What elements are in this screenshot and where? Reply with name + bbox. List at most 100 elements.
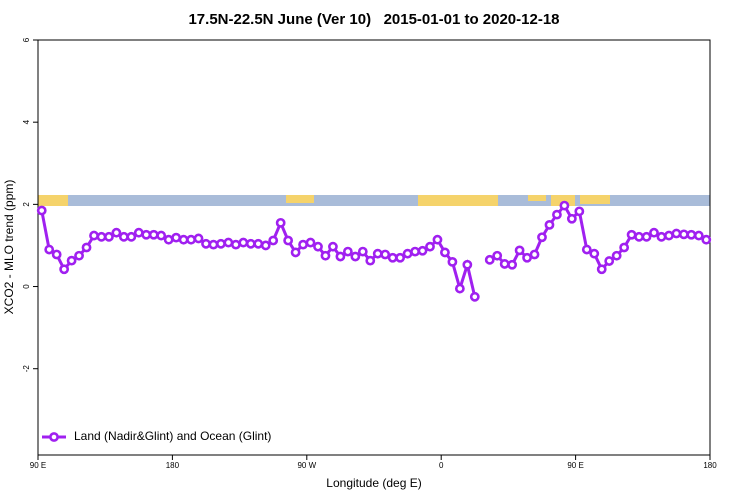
data-point bbox=[522, 252, 532, 263]
data-point bbox=[238, 237, 249, 248]
data-point bbox=[156, 230, 167, 241]
x-tick-label: 90 W bbox=[297, 461, 316, 470]
data-point bbox=[89, 230, 99, 241]
data-point bbox=[126, 231, 137, 242]
data-point bbox=[701, 234, 712, 245]
data-point bbox=[499, 259, 510, 269]
x-tick-label: 90 E bbox=[567, 461, 583, 470]
data-point bbox=[201, 238, 211, 249]
data-point bbox=[313, 241, 323, 252]
data-point bbox=[656, 231, 667, 242]
legend-label: Land (Nadir&Glint) and Ocean (Glint) bbox=[74, 429, 271, 443]
data-point bbox=[432, 234, 443, 245]
data-point bbox=[410, 246, 420, 257]
data-point bbox=[537, 232, 547, 243]
data-point bbox=[686, 229, 697, 240]
data-point bbox=[544, 220, 555, 230]
y-tick-label: 6 bbox=[22, 37, 31, 42]
data-point bbox=[462, 259, 473, 270]
chart-title: 17.5N-22.5N June (Ver 10) 2015-01-01 to … bbox=[188, 11, 559, 28]
data-point bbox=[372, 248, 383, 259]
data-point bbox=[260, 240, 271, 251]
data-point bbox=[649, 227, 659, 238]
data-point bbox=[425, 241, 435, 252]
data-point bbox=[81, 242, 92, 253]
data-point bbox=[469, 291, 480, 302]
data-point bbox=[59, 264, 70, 275]
data-point bbox=[163, 234, 174, 245]
land-ocean-strip bbox=[38, 195, 710, 206]
data-point bbox=[223, 237, 234, 248]
data-point bbox=[693, 230, 704, 241]
plot-frame bbox=[37, 39, 711, 456]
data-point bbox=[305, 237, 316, 248]
data-point bbox=[335, 251, 346, 262]
data-point bbox=[245, 238, 256, 249]
data-point bbox=[574, 206, 585, 217]
data-point bbox=[566, 213, 577, 224]
legend-marker bbox=[49, 432, 59, 442]
data-point bbox=[141, 229, 152, 240]
data-point bbox=[380, 249, 391, 260]
data-point bbox=[559, 200, 570, 211]
data-point bbox=[148, 229, 159, 240]
data-point bbox=[208, 239, 219, 250]
data-point bbox=[230, 239, 241, 250]
data-point bbox=[298, 239, 308, 250]
data-point bbox=[596, 264, 607, 275]
data-point bbox=[133, 227, 144, 238]
data-point bbox=[395, 252, 406, 263]
data-point bbox=[283, 235, 294, 246]
data-point bbox=[440, 247, 450, 258]
data-point bbox=[365, 255, 376, 266]
data-point bbox=[96, 231, 107, 242]
y-tick-label: 0 bbox=[22, 284, 31, 289]
data-point bbox=[275, 217, 286, 228]
data-point bbox=[619, 242, 630, 253]
data-point bbox=[387, 252, 398, 263]
data-point bbox=[171, 232, 182, 243]
data-point bbox=[671, 228, 682, 239]
data-point bbox=[290, 247, 301, 258]
y-tick-label: 4 bbox=[22, 119, 31, 124]
data-point bbox=[402, 248, 413, 259]
data-point bbox=[678, 229, 689, 240]
data-point bbox=[664, 230, 674, 241]
data-point bbox=[447, 256, 458, 267]
data-point bbox=[634, 231, 644, 242]
data-point bbox=[589, 248, 600, 259]
data-point bbox=[357, 246, 368, 257]
data-point bbox=[484, 254, 495, 265]
x-tick-label: 180 bbox=[703, 461, 717, 470]
data-point bbox=[641, 231, 652, 242]
data-point bbox=[342, 246, 353, 257]
data-point bbox=[581, 244, 592, 255]
data-point bbox=[417, 245, 428, 256]
data-point bbox=[66, 255, 77, 266]
data-point bbox=[104, 231, 114, 242]
data-point bbox=[178, 234, 189, 245]
data-point bbox=[111, 227, 122, 238]
data-point bbox=[328, 241, 338, 252]
x-tick-label: 90 E bbox=[30, 461, 46, 470]
y-axis-label: XCO2 - MLO trend (ppm) bbox=[2, 180, 16, 315]
data-point bbox=[193, 233, 204, 244]
data-point bbox=[514, 245, 525, 256]
data-point bbox=[216, 238, 226, 249]
data-point bbox=[320, 250, 331, 261]
data-point bbox=[552, 209, 562, 220]
data-point bbox=[44, 244, 55, 255]
data-point bbox=[611, 250, 622, 261]
x-axis-label: Longitude (deg E) bbox=[326, 476, 421, 490]
data-point bbox=[51, 249, 62, 260]
data-point bbox=[454, 283, 465, 294]
data-point bbox=[118, 231, 129, 242]
data-point bbox=[268, 235, 279, 246]
data-point bbox=[36, 205, 47, 216]
y-tick-label: 2 bbox=[22, 202, 31, 207]
y-tick-label: -2 bbox=[22, 365, 31, 373]
data-point bbox=[507, 259, 518, 270]
data-point bbox=[492, 250, 503, 261]
data-point bbox=[626, 229, 637, 240]
